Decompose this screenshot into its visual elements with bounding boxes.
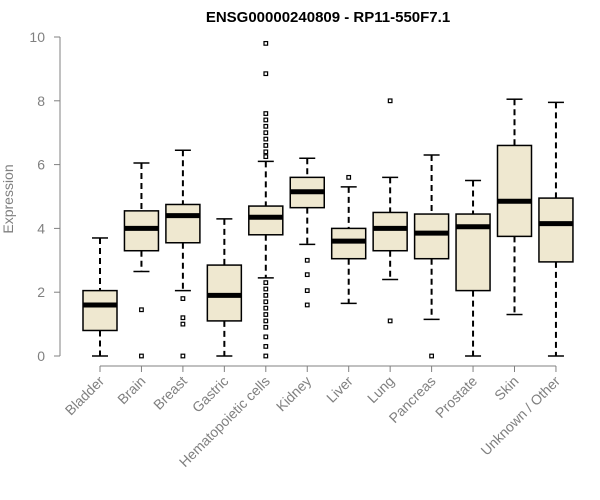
outlier-point	[139, 353, 144, 359]
outlier-point	[263, 117, 269, 123]
iqr-box	[496, 144, 533, 238]
outlier-point	[263, 149, 269, 155]
iqr-box	[413, 213, 450, 260]
y-tick-label: 6	[37, 157, 45, 173]
box-series	[82, 40, 574, 359]
box-kidney	[289, 157, 325, 308]
outlier-point	[139, 307, 144, 313]
y-tick-label: 8	[37, 93, 45, 109]
outlier-point	[263, 71, 269, 77]
outlier-point	[263, 353, 269, 359]
outlier-point	[180, 315, 186, 321]
outlier-point	[263, 136, 269, 142]
outlier-point	[263, 40, 269, 46]
y-axis: 0 2 4 6 8 10	[29, 29, 61, 364]
outlier-point	[263, 299, 269, 305]
box-lung	[372, 98, 408, 324]
box-hematopoietic-cells	[248, 40, 284, 359]
outlier-point	[429, 353, 434, 359]
outlier-point	[263, 280, 269, 286]
outlier-point	[263, 324, 269, 330]
box-bladder	[82, 237, 118, 357]
x-tick-label: Brain	[114, 373, 148, 407]
outlier-point	[304, 257, 310, 263]
outlier-point	[387, 98, 393, 104]
outlier-point	[180, 321, 186, 327]
iqr-box	[248, 205, 284, 236]
outlier-point	[263, 344, 269, 349]
box-brain	[123, 162, 160, 359]
y-axis-label: Expression	[0, 164, 16, 233]
iqr-box	[538, 197, 574, 263]
outlier-point	[387, 318, 393, 324]
outlier-point	[263, 154, 269, 160]
outlier-point	[346, 174, 352, 180]
iqr-box	[82, 289, 118, 332]
outlier-point	[263, 318, 269, 324]
box-pancreas	[413, 154, 450, 359]
y-tick-label: 4	[37, 220, 45, 236]
x-tick-label: Prostate	[432, 373, 480, 421]
outlier-point	[263, 292, 269, 298]
outlier-point	[263, 286, 269, 292]
y-tick-label: 0	[37, 348, 45, 364]
outlier-point	[263, 143, 269, 148]
outlier-point	[263, 334, 269, 340]
chart-title: ENSG00000240809 - RP11-550F7.1	[206, 9, 450, 26]
outlier-point	[263, 130, 269, 136]
outlier-point	[263, 305, 269, 311]
box-breast	[165, 149, 201, 359]
outlier-point	[263, 312, 269, 317]
box-liver	[330, 174, 367, 305]
x-tick-label: Skin	[491, 373, 522, 404]
y-tick-label: 10	[29, 29, 45, 45]
x-tick-label: Kidney	[273, 373, 315, 415]
outlier-point	[263, 111, 269, 116]
outlier-point	[180, 353, 186, 359]
x-tick-label: Unknown / Other	[477, 373, 563, 459]
outlier-point	[304, 288, 310, 294]
box-prostate	[455, 179, 491, 357]
iqr-box	[372, 211, 408, 252]
iqr-box	[165, 203, 201, 244]
outlier-point	[180, 296, 186, 301]
x-tick-label: Lung	[364, 373, 397, 406]
box-skin	[496, 98, 533, 316]
y-tick-label: 2	[37, 284, 45, 300]
outlier-point	[304, 302, 310, 308]
outlier-point	[304, 272, 310, 278]
x-tick-label: Bladder	[62, 373, 108, 419]
x-tick-label: Liver	[323, 373, 356, 406]
x-tick-label: Breast	[150, 373, 190, 413]
box-gastric	[206, 218, 243, 357]
box-unknown-other	[538, 101, 574, 357]
outlier-point	[263, 123, 269, 129]
